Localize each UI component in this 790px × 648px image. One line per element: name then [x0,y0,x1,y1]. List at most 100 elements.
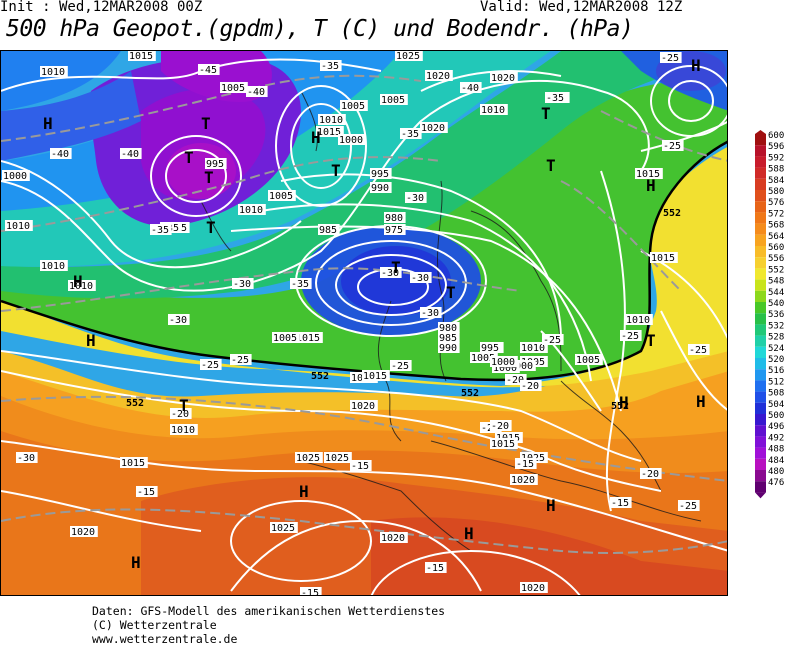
isobar-label: 1000 [509,361,533,372]
isobar-label: 1005 [273,333,297,344]
temp-label-bg [400,128,422,139]
low-pressure-center: T [204,168,214,187]
legend-swatch [755,481,766,493]
temp-label-bg [136,486,158,497]
isobar-label-bg [495,432,523,443]
isobar-label-bg [70,526,98,537]
header-valid: Valid: Wed,12MAR2008 12Z [480,0,683,15]
isobar-label: 1025 [325,453,349,464]
temp-label: -35 [321,61,339,72]
high-pressure-center: H [546,496,556,515]
isobar-label: 1020 [351,401,375,412]
low-pressure-center: T [206,218,216,237]
isobar-label-bg [295,332,323,343]
isobar-label: 1005 [269,191,293,202]
temp-label-bg [660,52,682,63]
footer-url: www.wetterzentrale.de [92,632,238,646]
isobar-label: 1010 [6,221,30,232]
high-pressure-center: H [131,553,141,572]
isobar-label: 975 [385,225,403,236]
isobar-label: 1015 [491,439,515,450]
legend-swatch [755,257,766,269]
legend-label: 476 [768,478,784,488]
isobar-label: 1010 [41,67,65,78]
isobar-label-bg [635,168,663,179]
isobar-label: 1010 [239,205,263,216]
isobar-label-bg [380,94,408,105]
contour-552-label: 552 [461,388,479,399]
isobar-label-bg [425,70,453,81]
temp-label: -25 [201,360,219,371]
isobar-label-bg [575,354,603,365]
temp-label-bg [168,314,190,325]
isobar-label-bg [510,474,538,485]
temp-label: -25 [689,345,707,356]
isobar-label: 1015 [636,169,660,180]
contour-552-label: 552 [126,398,144,409]
legend-swatch [755,470,766,482]
legend-swatch [755,178,766,190]
temp-label: -15 [351,461,369,472]
temp-label-bg [425,562,447,573]
isobar-label: 1020 [521,583,545,594]
temp-label-bg [515,458,537,469]
isobar-label-bg [272,332,300,343]
footer-copyright: (C) Wetterzentrale [92,618,217,632]
isobar-label: 1000 [493,363,517,374]
legend-swatch [755,313,766,325]
temp-label: -30 [406,193,424,204]
temp-label-bg [640,468,662,479]
isobar-labels: 1015101010051000995100510101015102010251… [2,51,678,594]
isobar-label: 1010 [41,261,65,272]
isobar-label-bg [40,66,68,77]
high-pressure-center: H [696,392,706,411]
isobar-label: 1020 [511,475,535,486]
isobar-label-bg [338,134,366,145]
legend-swatch [755,190,766,202]
legend-label: 580 [768,187,784,197]
high-pressure-center: H [73,272,83,291]
map-title: 500 hPa Geopot.(gpdm), T (C) und Bodendr… [6,16,634,42]
contour-552-label: 552 [311,371,329,382]
isobar-label: 1005 [381,95,405,106]
high-pressure-center: H [464,524,474,543]
legend-swatch [755,391,766,403]
low-pressure-center: T [541,104,551,123]
temp-label: -35 [291,279,309,290]
temp-label-bg [460,82,482,93]
legend-label: 508 [768,389,784,399]
temp-label: -25 [663,141,681,152]
isobar-label-bg [420,122,448,133]
isobar-label: 985 [319,225,337,236]
isobar-label: 1010 [319,115,343,126]
isobar-label-bg [395,51,423,61]
isobar-label: 1020 [426,71,450,82]
isobar-label: 1020 [381,533,405,544]
legend-label: 552 [768,265,784,275]
isobar-label: 980 [439,323,457,334]
legend-swatch [755,268,766,280]
isobar-label: 1015 [651,253,675,264]
isobar-label-bg [438,342,460,353]
isobar-label: 1005 [576,355,600,366]
isobar-label-bg [318,224,340,235]
legend-swatch [755,380,766,392]
high-pressure-center: H [691,56,701,75]
temp-label: -40 [121,149,139,160]
high-pressure-center: H [311,128,321,147]
isobar-label-bg [370,182,392,193]
legend-swatch [755,402,766,414]
temp-label-bg [542,334,564,345]
isobar-label-bg [490,72,518,83]
legend-label: 568 [768,221,784,231]
isobar-label: 1015 [296,333,320,344]
temp-label: -25 [231,355,249,366]
isobar-label-bg [220,82,248,93]
high-pressure-center: H [646,176,656,195]
temp-label-bg [678,500,700,511]
isobar-label-bg [316,126,344,137]
isobar-label: 990 [439,343,457,354]
legend-swatch [755,246,766,258]
isobar-label-bg [205,158,227,169]
